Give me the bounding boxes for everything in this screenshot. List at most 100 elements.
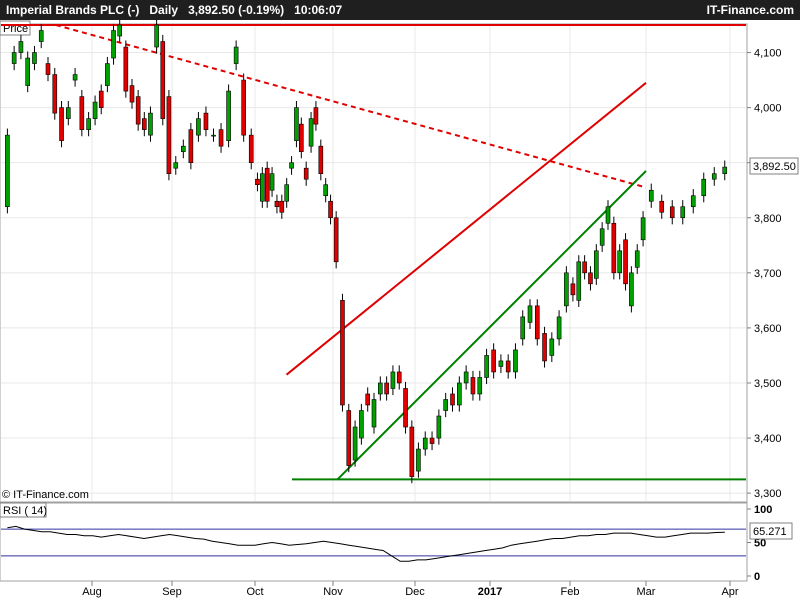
header-info: Imperial Brands PLC (-) Daily 3,892.50 (… bbox=[6, 3, 342, 17]
candle-body bbox=[313, 107, 319, 125]
price-panel: Price 3,3003,4003,5003,6003,7003,8003,90… bbox=[0, 20, 799, 503]
candle-body bbox=[105, 63, 110, 86]
chart-header: Imperial Brands PLC (-) Daily 3,892.50 (… bbox=[0, 0, 800, 20]
candle bbox=[588, 266, 593, 291]
candle bbox=[582, 255, 587, 280]
candle bbox=[264, 161, 270, 208]
candle bbox=[527, 299, 533, 329]
candle bbox=[570, 277, 576, 302]
candle-body bbox=[299, 123, 304, 152]
candle-body bbox=[588, 272, 593, 285]
candle bbox=[32, 45, 37, 71]
candle bbox=[352, 420, 358, 467]
candle-body bbox=[542, 333, 547, 362]
candle bbox=[498, 354, 504, 374]
candle-body bbox=[32, 52, 37, 64]
candle bbox=[79, 89, 85, 137]
candle bbox=[549, 332, 555, 363]
candle bbox=[443, 392, 448, 418]
candle bbox=[534, 299, 540, 346]
candle-body bbox=[86, 118, 91, 130]
price-tick-label: 3,300 bbox=[754, 488, 782, 500]
candle-body bbox=[457, 382, 462, 406]
candle bbox=[477, 370, 483, 401]
candle bbox=[188, 123, 194, 170]
candle-body bbox=[135, 96, 141, 125]
candle-body bbox=[396, 371, 402, 384]
candle bbox=[211, 128, 216, 142]
channel-upper-line bbox=[285, 82, 647, 376]
rsi-axis: 0 50 100 bbox=[747, 504, 772, 583]
candle-body bbox=[117, 24, 122, 37]
candle-body bbox=[629, 272, 634, 307]
time-axis: Aug Sep Oct Nov Dec 2017 Feb Mar Apr bbox=[82, 581, 739, 598]
time-tick-label: Aug bbox=[82, 586, 102, 598]
candle bbox=[340, 293, 345, 412]
candle-body bbox=[484, 355, 489, 378]
candle-body bbox=[52, 74, 58, 114]
candle-body bbox=[18, 41, 24, 53]
candle bbox=[690, 189, 696, 214]
rsi-line bbox=[7, 525, 725, 562]
candle-body bbox=[403, 388, 408, 428]
quote-time: 10:06:07 bbox=[294, 3, 343, 17]
candle bbox=[450, 387, 455, 412]
candle bbox=[323, 178, 328, 203]
candle bbox=[484, 348, 489, 385]
last-quote: 3,892.50 (-0.19%) bbox=[188, 3, 285, 17]
candle bbox=[284, 178, 289, 208]
candle-body bbox=[328, 200, 333, 219]
candle-body bbox=[582, 261, 587, 274]
candle-body bbox=[617, 250, 622, 274]
candle bbox=[105, 56, 110, 93]
candle-body bbox=[79, 96, 85, 130]
time-tick-label: Sep bbox=[162, 586, 182, 598]
candle-body bbox=[599, 228, 605, 246]
candle-body bbox=[463, 371, 469, 384]
candle-body bbox=[556, 316, 562, 340]
candle bbox=[72, 67, 78, 87]
candle bbox=[505, 354, 511, 379]
candle-body bbox=[123, 46, 129, 92]
rsi-tick-label: 100 bbox=[754, 504, 772, 516]
candle bbox=[617, 244, 622, 280]
candle-body bbox=[45, 63, 51, 75]
interval-label: Daily bbox=[149, 3, 179, 17]
candle-body bbox=[359, 410, 364, 439]
price-tick-label: 3,400 bbox=[754, 433, 782, 445]
candle-body bbox=[303, 167, 309, 180]
candle-body bbox=[384, 382, 389, 395]
candle-body bbox=[346, 410, 352, 466]
candle-body bbox=[72, 74, 78, 81]
candle bbox=[203, 106, 209, 137]
candle-body bbox=[323, 184, 328, 197]
rsi-tick-label: 0 bbox=[754, 571, 760, 583]
candle bbox=[711, 167, 717, 186]
candle-body bbox=[166, 96, 172, 174]
candle bbox=[248, 128, 254, 170]
last-price-tag: 3,892.50 bbox=[749, 157, 799, 175]
rsi-value-tag: 65.271 bbox=[749, 522, 793, 540]
candle bbox=[255, 172, 260, 192]
candle-body bbox=[142, 118, 147, 130]
chart-svg: Price 3,3003,4003,5003,6003,7003,8003,90… bbox=[0, 20, 800, 600]
watermark: © IT-Finance.com bbox=[2, 489, 89, 501]
candle bbox=[38, 23, 44, 49]
candle-body bbox=[669, 206, 675, 219]
candle bbox=[470, 370, 476, 401]
candle bbox=[491, 343, 496, 379]
time-tick-label: 2017 bbox=[478, 586, 502, 598]
candle-body bbox=[25, 57, 30, 86]
trendlines bbox=[1, 24, 746, 481]
candle bbox=[318, 139, 324, 181]
candle bbox=[659, 194, 665, 219]
candle bbox=[701, 172, 707, 203]
rsi-panel-label: RSI ( 14) bbox=[3, 505, 47, 517]
candle bbox=[241, 73, 246, 142]
candle-body bbox=[570, 283, 576, 296]
candle bbox=[556, 310, 562, 346]
candle-body bbox=[422, 437, 428, 450]
candle-body bbox=[378, 382, 383, 395]
candle-body bbox=[477, 377, 483, 395]
candle-body bbox=[722, 166, 728, 174]
